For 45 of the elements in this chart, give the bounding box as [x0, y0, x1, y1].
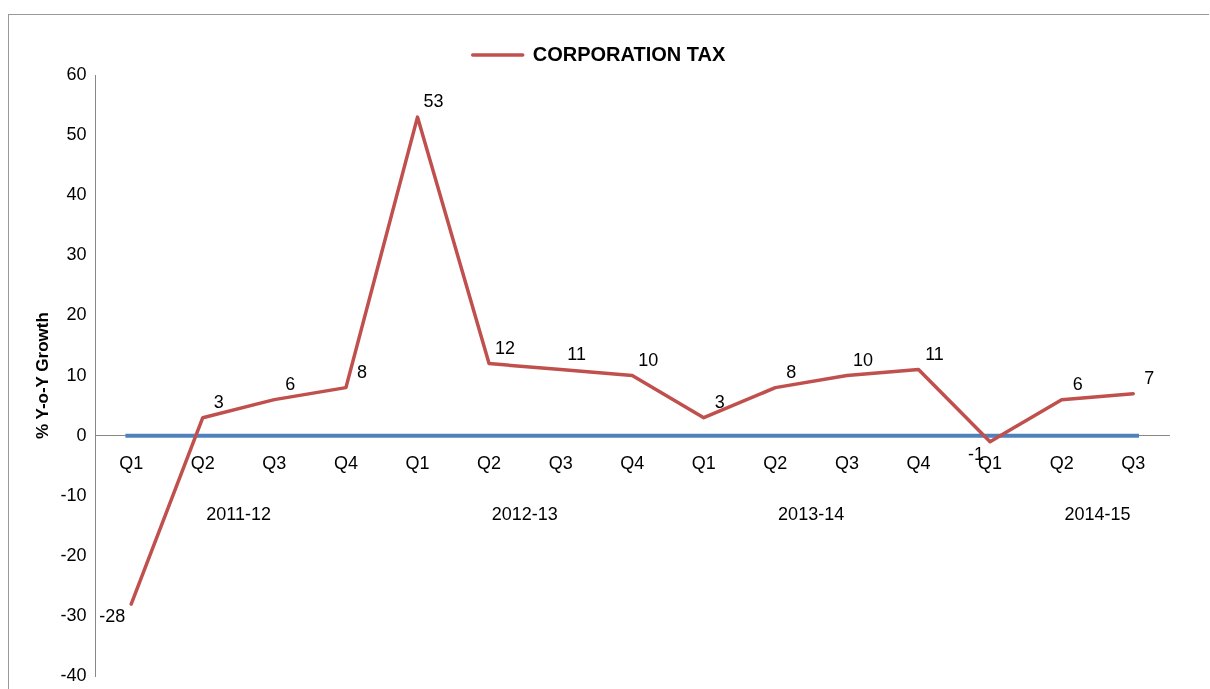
data-label: 7: [1144, 367, 1155, 388]
y-tick-label: -40: [60, 665, 87, 686]
y-tick-label: 30: [66, 244, 87, 265]
x-tick-label: Q4: [906, 453, 931, 474]
data-label: 53: [423, 91, 444, 112]
y-tick-label: 10: [66, 364, 87, 385]
data-label: 11: [567, 343, 586, 364]
x-tick-label: Q3: [1121, 453, 1146, 474]
x-tick-label: Q1: [405, 453, 430, 474]
data-label: 6: [1072, 373, 1083, 394]
x-tick-label: Q2: [763, 453, 788, 474]
data-label: -28: [99, 606, 126, 627]
data-label: 8: [356, 361, 367, 382]
legend-label: CORPORATION TAX: [532, 42, 726, 65]
y-axis-title: % Y-o-Y Growth: [32, 312, 52, 440]
x-tick-label: Q1: [691, 453, 716, 474]
data-label: 8: [786, 361, 797, 382]
annotation: 2011-12: [206, 503, 271, 524]
data-label: 10: [638, 349, 659, 370]
y-tick-label: 50: [66, 124, 87, 145]
y-tick-label: 60: [66, 63, 87, 84]
x-tick-label: Q3: [834, 453, 859, 474]
annotation: 2012-13: [491, 503, 558, 524]
y-tick-label: 40: [66, 184, 87, 205]
y-tick-label: 20: [66, 304, 87, 325]
annotation: 2013-14: [778, 503, 845, 524]
x-tick-label: Q3: [548, 453, 573, 474]
y-tick-label: -20: [60, 544, 87, 565]
x-tick-label: Q3: [262, 453, 287, 474]
x-tick-label: Q2: [190, 453, 215, 474]
y-tick-label: 0: [76, 424, 87, 445]
data-label: 3: [714, 391, 725, 412]
data-label: 11: [925, 343, 944, 364]
x-tick-label: Q4: [333, 453, 358, 474]
data-label: 12: [495, 337, 516, 358]
x-tick-label: Q1: [119, 453, 144, 474]
x-tick-label: Q2: [477, 453, 502, 474]
x-tick-label: Q4: [620, 453, 645, 474]
y-tick-label: -10: [60, 484, 87, 505]
data-label: 6: [285, 373, 296, 394]
x-tick-label: Q2: [1049, 453, 1074, 474]
annotation: 2014-15: [1064, 503, 1131, 524]
data-label: 10: [852, 349, 873, 370]
y-tick-label: -30: [60, 605, 87, 626]
data-label: 3: [213, 391, 224, 412]
